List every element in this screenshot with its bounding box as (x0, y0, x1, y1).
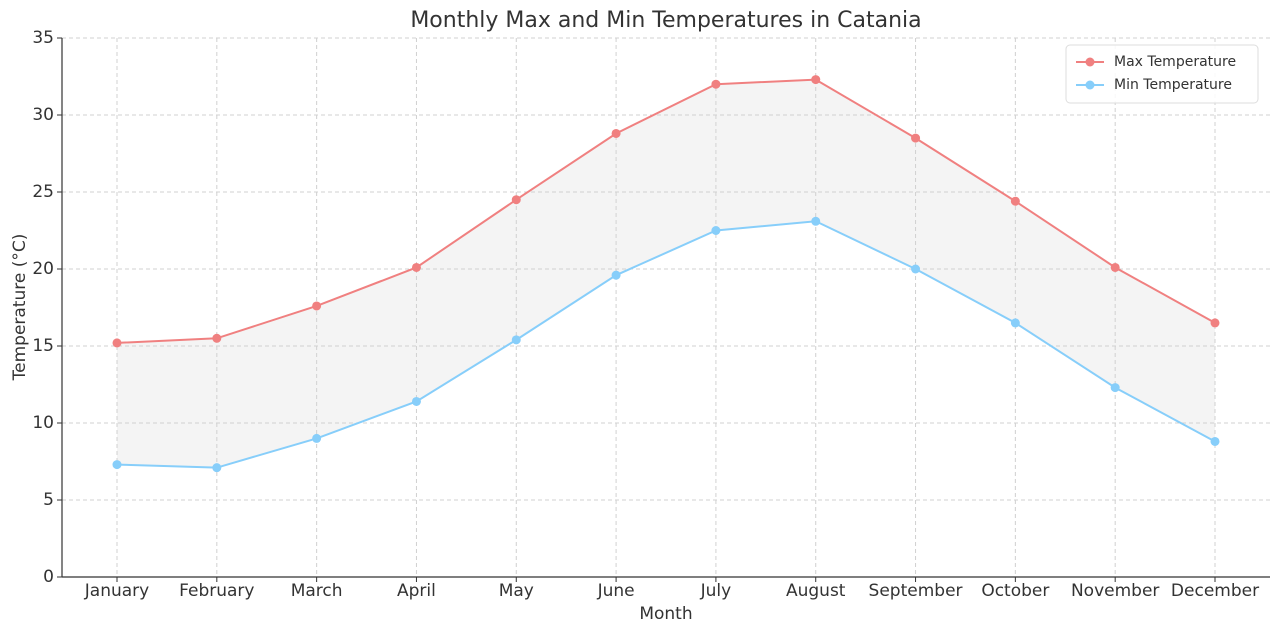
data-point (711, 79, 721, 89)
fill-between (117, 79, 1215, 468)
legend-marker (1085, 57, 1095, 67)
data-point (911, 264, 921, 274)
y-tick-label: 20 (32, 259, 54, 279)
plot (112, 75, 1220, 473)
data-point (212, 333, 222, 343)
x-tick-label: January (84, 581, 149, 601)
x-tick-label: September (869, 581, 963, 601)
x-tick-label: June (597, 581, 635, 601)
x-tick-label: March (291, 581, 343, 601)
data-point (511, 195, 521, 205)
x-axis-label: Month (639, 604, 692, 624)
legend-marker (1085, 80, 1095, 90)
x-tick-label: December (1171, 581, 1259, 601)
data-point (611, 128, 621, 138)
grid (62, 37, 1270, 578)
data-point (1010, 318, 1020, 328)
data-point (212, 463, 222, 473)
y-tick-label: 15 (32, 336, 54, 356)
data-point (511, 335, 521, 345)
data-point (411, 262, 421, 272)
y-tick-label: 5 (43, 490, 54, 510)
data-point (611, 270, 621, 280)
x-tick-label: April (397, 581, 436, 601)
data-point (112, 338, 122, 348)
data-point (1210, 318, 1220, 328)
y-tick-label: 10 (32, 413, 54, 433)
x-tick-label: October (981, 581, 1049, 601)
legend: Max Temperature Min Temperature (1065, 44, 1259, 104)
y-tick-label: 35 (32, 28, 54, 48)
data-point (112, 460, 122, 470)
y-tick-label: 30 (32, 105, 54, 125)
data-point (1110, 262, 1120, 272)
legend-label: Max Temperature (1114, 54, 1236, 70)
x-tick-label: July (700, 581, 732, 601)
data-point (1010, 196, 1020, 206)
x-tick-label: August (786, 581, 846, 601)
y-tick-label: 0 (43, 567, 54, 587)
data-point (911, 133, 921, 143)
data-point (411, 396, 421, 406)
data-point (1110, 383, 1120, 393)
data-point (312, 433, 322, 443)
data-point (312, 301, 322, 311)
x-tick-label: November (1071, 581, 1159, 601)
y-axis-label: Temperature (°C) (10, 234, 30, 382)
series-line (116, 78, 1216, 344)
data-point (811, 216, 821, 226)
chart-title: Monthly Max and Min Temperatures in Cata… (410, 8, 921, 33)
legend-box (1065, 44, 1259, 104)
x-tick-label: May (499, 581, 534, 601)
x-tick-label: February (179, 581, 254, 601)
data-point (1210, 436, 1220, 446)
series-line (116, 220, 1216, 469)
data-point (811, 75, 821, 85)
legend-label: Min Temperature (1114, 77, 1232, 93)
y-tick-label: 25 (32, 182, 54, 202)
data-point (711, 226, 721, 235)
